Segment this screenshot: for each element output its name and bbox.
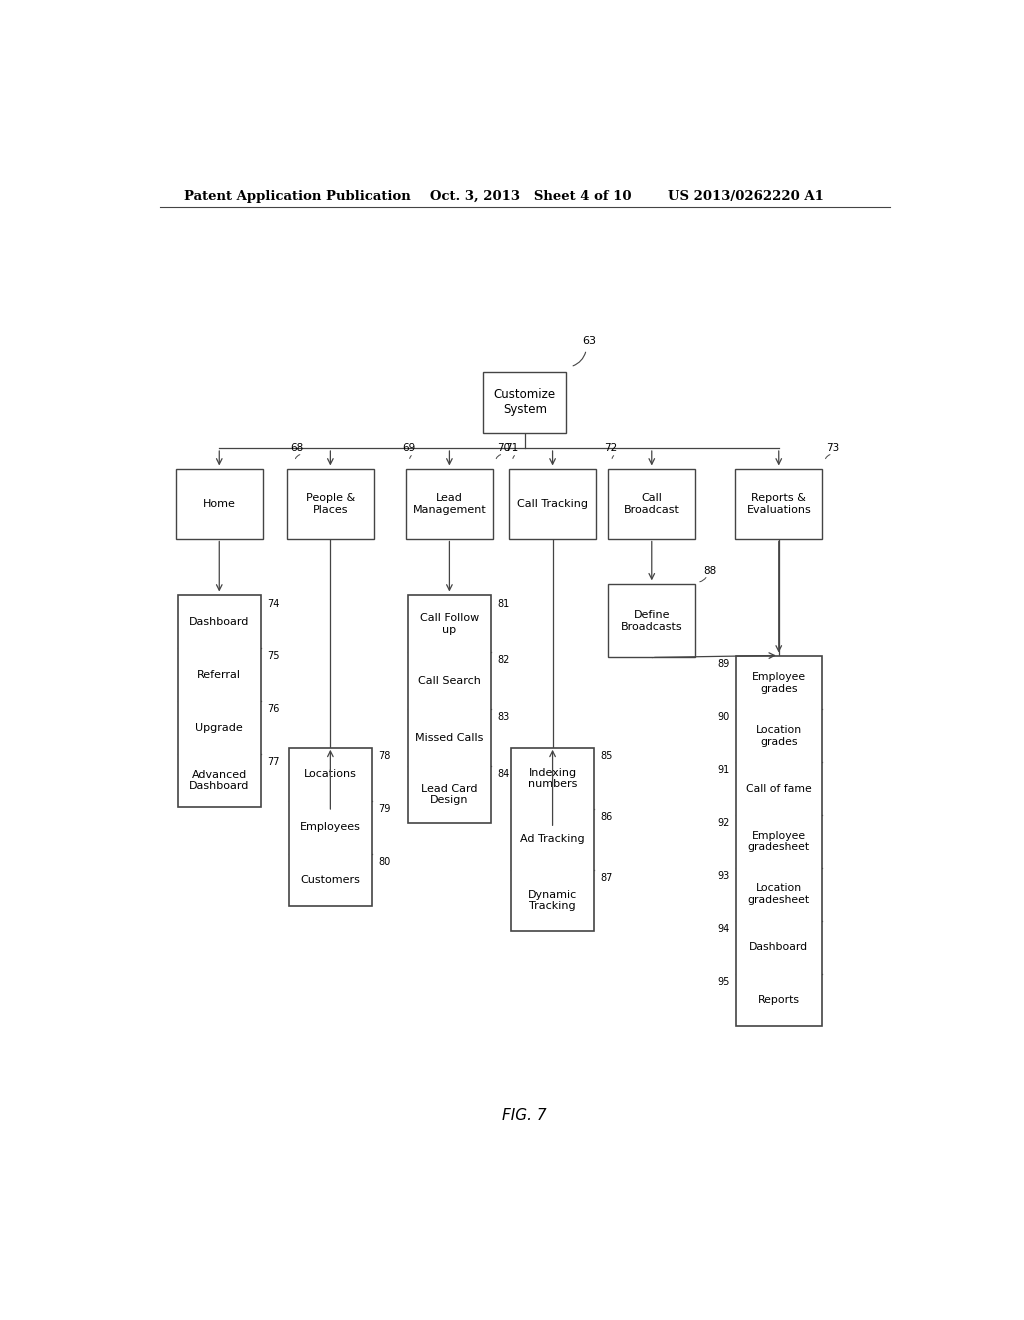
Text: 86: 86 [601, 812, 612, 822]
Bar [408, 595, 492, 824]
Text: Reports: Reports [758, 995, 800, 1005]
Bar [289, 748, 372, 907]
Text: Upgrade: Upgrade [196, 722, 243, 733]
Text: 69: 69 [401, 444, 415, 453]
Text: Call of fame: Call of fame [745, 784, 812, 793]
Text: Dynamic
Tracking: Dynamic Tracking [528, 890, 578, 911]
Text: Lead
Management: Lead Management [413, 494, 486, 515]
Text: 89: 89 [717, 660, 729, 669]
Text: 85: 85 [601, 751, 613, 760]
Text: US 2013/0262220 A1: US 2013/0262220 A1 [668, 190, 823, 202]
Bar [509, 470, 596, 539]
Text: Customers: Customers [300, 875, 360, 884]
Text: 73: 73 [826, 444, 840, 453]
Text: 83: 83 [498, 713, 510, 722]
Text: Referral: Referral [198, 669, 242, 680]
Text: 74: 74 [267, 598, 280, 609]
Text: Locations: Locations [304, 770, 356, 779]
Text: Employees: Employees [300, 822, 360, 832]
Text: 71: 71 [505, 444, 518, 453]
Text: FIG. 7: FIG. 7 [503, 1109, 547, 1123]
Text: 78: 78 [379, 751, 391, 760]
Bar [287, 470, 374, 539]
Bar [511, 748, 594, 931]
Text: People &
Places: People & Places [306, 494, 355, 515]
Text: Missed Calls: Missed Calls [415, 733, 483, 743]
Text: 81: 81 [498, 598, 510, 609]
Text: 90: 90 [717, 713, 729, 722]
Text: Customize
System: Customize System [494, 388, 556, 416]
Text: Call Tracking: Call Tracking [517, 499, 588, 510]
Text: 95: 95 [717, 977, 729, 986]
Text: Advanced
Dashboard: Advanced Dashboard [189, 770, 250, 791]
Text: 91: 91 [717, 766, 729, 775]
Text: 87: 87 [601, 873, 613, 883]
Text: 88: 88 [703, 566, 717, 576]
Text: 94: 94 [717, 924, 729, 933]
Text: Ad Tracking: Ad Tracking [520, 834, 585, 845]
Bar [406, 470, 494, 539]
Text: Dashboard: Dashboard [750, 942, 808, 952]
Text: Dashboard: Dashboard [189, 616, 250, 627]
Bar [176, 470, 263, 539]
Bar [735, 470, 822, 539]
Text: Employee
gradesheet: Employee gradesheet [748, 830, 810, 853]
Text: 72: 72 [604, 444, 617, 453]
Text: 80: 80 [379, 857, 390, 867]
Text: Call Follow
up: Call Follow up [420, 612, 479, 635]
Text: 70: 70 [497, 444, 510, 453]
Text: Reports &
Evaluations: Reports & Evaluations [746, 494, 811, 515]
Text: 63: 63 [583, 337, 596, 346]
Text: 84: 84 [498, 770, 510, 779]
Text: 82: 82 [498, 656, 510, 665]
Text: Call
Broadcast: Call Broadcast [624, 494, 680, 515]
Bar [736, 656, 821, 1027]
Text: Employee
grades: Employee grades [752, 672, 806, 694]
Bar [177, 595, 261, 807]
Text: Oct. 3, 2013   Sheet 4 of 10: Oct. 3, 2013 Sheet 4 of 10 [430, 190, 631, 202]
Bar [608, 585, 695, 657]
Text: 79: 79 [379, 804, 391, 814]
Text: Location
grades: Location grades [756, 725, 802, 747]
Text: 68: 68 [291, 444, 304, 453]
Bar [483, 372, 566, 433]
Text: Home: Home [203, 499, 236, 510]
Text: 92: 92 [717, 818, 729, 828]
Text: Call Search: Call Search [418, 676, 481, 686]
Text: 76: 76 [267, 704, 280, 714]
Bar [608, 470, 695, 539]
Text: 93: 93 [717, 871, 729, 880]
Text: Location
gradesheet: Location gradesheet [748, 883, 810, 906]
Text: 75: 75 [267, 651, 280, 661]
Text: Define
Broadcasts: Define Broadcasts [621, 610, 683, 632]
Text: Patent Application Publication: Patent Application Publication [183, 190, 411, 202]
Text: 77: 77 [267, 758, 280, 767]
Text: Lead Card
Design: Lead Card Design [421, 784, 477, 805]
Text: Indexing
numbers: Indexing numbers [528, 768, 578, 789]
